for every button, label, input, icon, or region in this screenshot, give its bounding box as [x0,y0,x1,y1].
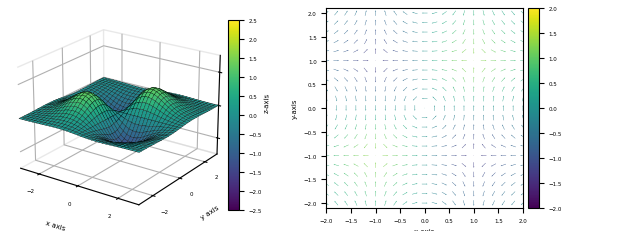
Y-axis label: y-axis: y-axis [292,98,298,119]
X-axis label: x axis: x axis [415,228,435,231]
Y-axis label: y axis: y axis [200,204,221,220]
X-axis label: x axis: x axis [45,219,66,231]
